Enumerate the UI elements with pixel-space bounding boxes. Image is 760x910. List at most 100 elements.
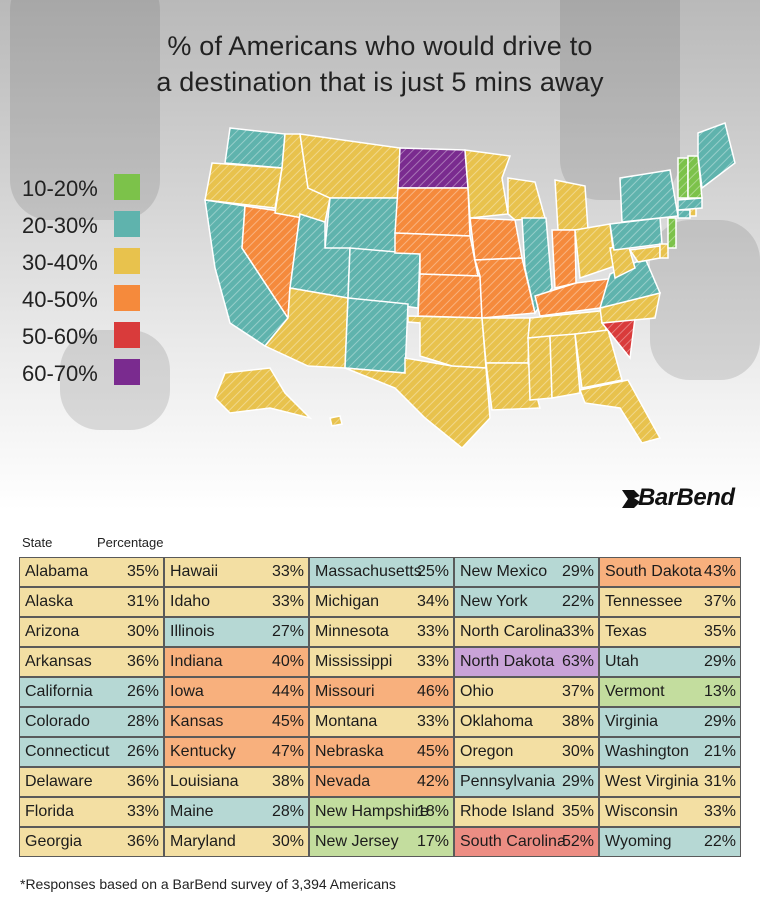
table-cell-north-dakota: North Dakota 63% bbox=[454, 647, 599, 677]
state-percentage: 35% bbox=[703, 623, 736, 640]
table-cell-south-dakota: South Dakota 43% bbox=[599, 557, 741, 587]
legend-swatch bbox=[114, 285, 140, 311]
map-hatch-north-carolina bbox=[600, 293, 660, 323]
map-hatch-utah bbox=[290, 214, 350, 298]
table-cell-new-jersey: New Jersey 17% bbox=[309, 827, 454, 857]
map-hatch-massachusetts bbox=[678, 198, 702, 210]
state-percentage: 36% bbox=[126, 653, 159, 670]
table-cell-georgia: Georgia 36% bbox=[19, 827, 164, 857]
table-cell-mississippi: Mississippi 33% bbox=[309, 647, 454, 677]
map-hatch-texas bbox=[345, 358, 490, 448]
table-cell-new-mexico: New Mexico 29% bbox=[454, 557, 599, 587]
map-hatch-new-jersey bbox=[668, 218, 676, 248]
table-cell-minnesota: Minnesota 33% bbox=[309, 617, 454, 647]
map-hatch-nevada bbox=[242, 206, 300, 318]
map-hatch-hawaii bbox=[330, 416, 342, 426]
map-hatch-missouri bbox=[475, 258, 535, 318]
table-cell-florida: Florida 33% bbox=[19, 797, 164, 827]
state-percentage: 46% bbox=[416, 683, 449, 700]
state-percentage: 30% bbox=[271, 833, 304, 850]
barbend-mark-icon bbox=[622, 490, 640, 508]
state-percentage: 29% bbox=[561, 773, 594, 790]
state-percentage: 29% bbox=[561, 563, 594, 580]
state-percentage: 45% bbox=[271, 713, 304, 730]
state-name: South Carolina bbox=[460, 833, 566, 850]
state-name: Massachusetts bbox=[315, 563, 422, 580]
state-name: Alabama bbox=[25, 563, 89, 580]
state-percentage: 13% bbox=[703, 683, 736, 700]
state-percentage: 27% bbox=[271, 623, 304, 640]
state-name: North Dakota bbox=[460, 653, 555, 670]
map-hatch-kentucky bbox=[535, 278, 615, 316]
state-percentage: 30% bbox=[561, 743, 594, 760]
table-cell-michigan: Michigan 34% bbox=[309, 587, 454, 617]
state-name: Pennsylvania bbox=[460, 773, 556, 790]
state-percentage: 26% bbox=[126, 743, 159, 760]
table-cell-colorado: Colorado 28% bbox=[19, 707, 164, 737]
state-name: Kansas bbox=[170, 713, 224, 730]
map-hatch-tennessee bbox=[528, 310, 610, 338]
legend-swatch bbox=[114, 248, 140, 274]
state-percentage: 35% bbox=[561, 803, 594, 820]
state-percentage: 29% bbox=[703, 653, 736, 670]
table-cell-wyoming: Wyoming 22% bbox=[599, 827, 741, 857]
state-name: Connecticut bbox=[25, 743, 110, 760]
legend-item-60-70-: 60-70% bbox=[22, 359, 152, 389]
map-hatch-california bbox=[205, 200, 288, 346]
state-name: Florida bbox=[25, 803, 74, 820]
state-percentage: 63% bbox=[561, 653, 594, 670]
table-cell-arkansas: Arkansas 36% bbox=[19, 647, 164, 677]
map-hatch-maryland bbox=[630, 246, 660, 262]
table-cell-maryland: Maryland 30% bbox=[164, 827, 309, 857]
table-cell-iowa: Iowa 44% bbox=[164, 677, 309, 707]
state-percentage: 22% bbox=[703, 833, 736, 850]
state-name: Tennessee bbox=[605, 593, 683, 610]
map-hatch-rhode-island bbox=[690, 208, 696, 216]
chart-title: % of Americans who would drive to a dest… bbox=[0, 28, 760, 100]
table-cell-kansas: Kansas 45% bbox=[164, 707, 309, 737]
state-name: Wyoming bbox=[605, 833, 672, 850]
state-percentage: 42% bbox=[416, 773, 449, 790]
state-name: Iowa bbox=[170, 683, 204, 700]
table-cell-south-carolina: South Carolina 52% bbox=[454, 827, 599, 857]
title-line-1: % of Americans who would drive to bbox=[167, 31, 593, 61]
state-percentage: 44% bbox=[271, 683, 304, 700]
column-header-state: State bbox=[22, 535, 53, 550]
map-hatch-indiana bbox=[552, 230, 576, 288]
state-percentage: 31% bbox=[126, 593, 159, 610]
state-name: Utah bbox=[605, 653, 639, 670]
table-cell-oregon: Oregon 30% bbox=[454, 737, 599, 767]
table-cell-maine: Maine 28% bbox=[164, 797, 309, 827]
state-percentage: 35% bbox=[126, 563, 159, 580]
map-hatch-washington bbox=[225, 128, 285, 168]
brand-name: BarBend bbox=[638, 484, 735, 511]
state-name: New Mexico bbox=[460, 563, 548, 580]
table-cell-ohio: Ohio 37% bbox=[454, 677, 599, 707]
state-name: Idaho bbox=[170, 593, 211, 610]
state-name: Oregon bbox=[460, 743, 514, 760]
map-hatch-west-virginia bbox=[610, 244, 635, 278]
table-cell-pennsylvania: Pennsylvania 29% bbox=[454, 767, 599, 797]
state-name: Missouri bbox=[315, 683, 375, 700]
legend-item-10-20-: 10-20% bbox=[22, 174, 152, 204]
map-hatch-florida bbox=[580, 380, 660, 443]
map-hatch-south-dakota bbox=[395, 188, 470, 236]
table-cell-texas: Texas 35% bbox=[599, 617, 741, 647]
state-percentage: 28% bbox=[271, 803, 304, 820]
footnote: *Responses based on a BarBend survey of … bbox=[20, 876, 396, 892]
state-percentage: 33% bbox=[561, 623, 594, 640]
legend-swatch bbox=[114, 174, 140, 200]
legend-item-20-30-: 20-30% bbox=[22, 211, 152, 241]
state-percentage: 33% bbox=[126, 803, 159, 820]
state-name: Rhode Island bbox=[460, 803, 555, 820]
state-name: Mississippi bbox=[315, 653, 393, 670]
state-name: Nevada bbox=[315, 773, 371, 790]
state-name: Kentucky bbox=[170, 743, 236, 760]
map-hatch-iowa bbox=[470, 218, 522, 260]
map-hatch-kansas bbox=[418, 274, 482, 318]
state-name: Louisiana bbox=[170, 773, 239, 790]
legend-label: 40-50% bbox=[22, 287, 98, 312]
map-hatch-mississippi bbox=[528, 336, 552, 400]
state-percentage: 37% bbox=[703, 593, 736, 610]
table-cell-connecticut: Connecticut 26% bbox=[19, 737, 164, 767]
